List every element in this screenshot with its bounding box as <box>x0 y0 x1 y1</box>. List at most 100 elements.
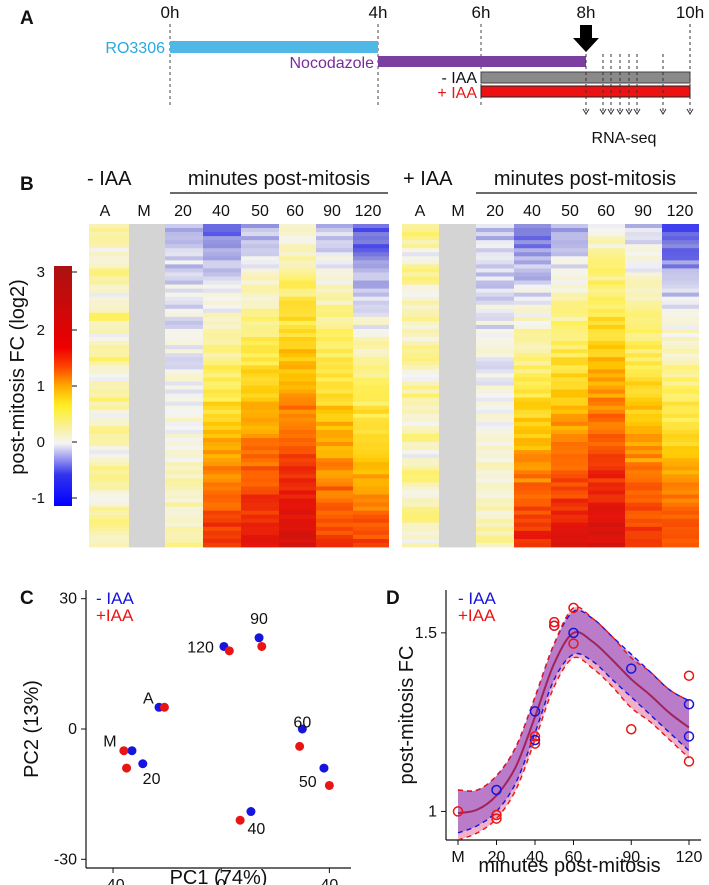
fc-x-tick-40: 40 <box>526 849 544 866</box>
fc-point-1-11 <box>683 756 695 767</box>
colorbar-tick-0: 0 <box>37 434 45 451</box>
pca-point-IAA-40 <box>246 807 256 817</box>
fc-x-tick-90: 90 <box>622 849 640 866</box>
column-header-left-M: M <box>137 203 150 220</box>
right-heatmap-title: + IAA <box>403 168 453 190</box>
hour-label-4: 4h <box>369 3 388 22</box>
pca-point-IAA-90 <box>257 641 267 651</box>
colorbar-label: post-mitosis FC (log2) <box>7 279 29 475</box>
column-header-right-50: 50 <box>561 203 579 220</box>
pca-label-40: 40 <box>248 821 266 838</box>
fc-point-1-6 <box>549 620 560 631</box>
fc-point-1-5 <box>549 616 560 628</box>
pca-point-IAA-A <box>159 702 169 712</box>
pca-label-120: 120 <box>187 639 214 656</box>
nocodazole-bar <box>378 56 586 67</box>
column-header-right-60: 60 <box>597 203 615 220</box>
fc-point-1-9 <box>626 724 637 735</box>
left-heatmap-title: - IAA <box>87 168 132 190</box>
hour-label-10: 10h <box>676 3 704 22</box>
fc-point-1-7 <box>568 602 579 614</box>
column-header-left-40: 40 <box>212 203 230 220</box>
heatmaps <box>89 224 699 548</box>
column-header-left-A: A <box>100 203 111 220</box>
pca-label-50: 50 <box>299 774 317 791</box>
fc-point-1-8 <box>568 638 579 649</box>
plus-iaa-label: + IAA <box>437 85 477 102</box>
pca-label-20: 20 <box>143 771 161 788</box>
hour-label-8: 8h <box>577 3 596 22</box>
pca-point-IAA-M <box>127 746 137 756</box>
minus-iaa-label: - IAA <box>441 70 477 87</box>
fc-point-0-2 <box>529 734 541 746</box>
fc-point-0-0 <box>491 784 502 796</box>
pca-label-M: M <box>103 734 116 751</box>
fc-curve-plot: M 20 40 60 90 120 1.5 1 minutes post-mitosis post… <box>396 589 702 877</box>
fc-y-tick-1: 1 <box>428 803 437 820</box>
fc-y-label: post-mitosis FC <box>396 646 418 785</box>
pca-point-IAA-40 <box>235 815 245 825</box>
arrow-down-icon <box>573 25 599 52</box>
pca-point-IAA-60 <box>295 741 305 751</box>
fc-legend-0: - IAA <box>458 589 496 608</box>
column-header-right-120: 120 <box>667 203 694 220</box>
column-header-left-20: 20 <box>174 203 192 220</box>
colorbar-tick-1: 1 <box>37 378 45 395</box>
ro3306-bar <box>170 41 378 53</box>
fc-point-0-6 <box>683 699 695 710</box>
fc-band-lower-1 <box>457 656 690 840</box>
colorbar-ticks: 3 2 1 0 -1 <box>32 264 77 507</box>
pca-point-IAA-50 <box>319 763 329 773</box>
hour-label-6: 6h <box>472 3 491 22</box>
fc-x-label: minutes post-mitosis <box>478 855 660 877</box>
pca-legend-1: +IAA <box>96 606 134 625</box>
pca-y-tick--30: -30 <box>54 851 77 868</box>
panel-label-d: D <box>386 588 400 609</box>
fc-point-1-3 <box>529 731 541 742</box>
pca-x-label: PC1 (74%) <box>170 867 268 885</box>
pca-y-tick-0: 0 <box>68 721 77 738</box>
fc-point-0-5 <box>626 663 637 674</box>
hour-label-0: 0h <box>161 3 180 22</box>
fc-band-1 <box>458 606 689 840</box>
fc-band-upper-0 <box>457 609 690 792</box>
fc-curves <box>457 606 690 840</box>
nocodazole-label: Nocodazole <box>290 55 375 72</box>
ro3306-label: RO3306 <box>105 40 165 57</box>
fc-point-0-1 <box>529 706 541 717</box>
column-header-left-50: 50 <box>251 203 269 220</box>
column-header-left-120: 120 <box>355 203 382 220</box>
column-header-right-A: A <box>415 203 426 220</box>
column-header-right-20: 20 <box>486 203 504 220</box>
pca-y-tick-30: 30 <box>59 591 77 608</box>
pca-label-90: 90 <box>250 611 268 628</box>
fc-x-tick-M: M <box>451 849 464 866</box>
fc-point-1-10 <box>683 670 695 681</box>
column-header-right-40: 40 <box>523 203 541 220</box>
pca-label-60: 60 <box>293 715 311 732</box>
fc-band-0 <box>458 610 689 833</box>
fc-x-tick-20: 20 <box>488 849 506 866</box>
colorbar-tick--1: -1 <box>32 490 45 507</box>
fc-point-0-4 <box>568 627 579 639</box>
fc-legend-1: +IAA <box>458 606 496 625</box>
panel-label-c: C <box>20 588 34 609</box>
pca-label-A: A <box>143 690 154 707</box>
pca-point-IAA-M <box>119 746 129 756</box>
pca-point-IAA-20 <box>122 763 132 773</box>
fc-point-1-2 <box>491 813 502 824</box>
pca-point-IAA-60 <box>297 724 307 734</box>
fc-x-tick-60: 60 <box>565 849 583 866</box>
heatmap-plus-iaa <box>402 224 699 548</box>
fc-point-1-0 <box>452 806 464 817</box>
colorbar-tick-2: 2 <box>37 322 45 339</box>
fc-band-upper-1 <box>457 606 690 792</box>
panel-label-a: A <box>20 8 34 29</box>
column-header-right-M: M <box>451 203 464 220</box>
pca-legend-0: - IAA <box>96 589 134 608</box>
pca-point-IAA-50 <box>324 780 334 790</box>
fc-point-0-7 <box>683 731 695 742</box>
pca-point-IAA-120 <box>224 646 234 656</box>
pca-scatter-plot: -40 0 40 30 0 -30 PC1 (74%) PC2 (13%) - IAA+IAA 9… <box>21 589 351 885</box>
